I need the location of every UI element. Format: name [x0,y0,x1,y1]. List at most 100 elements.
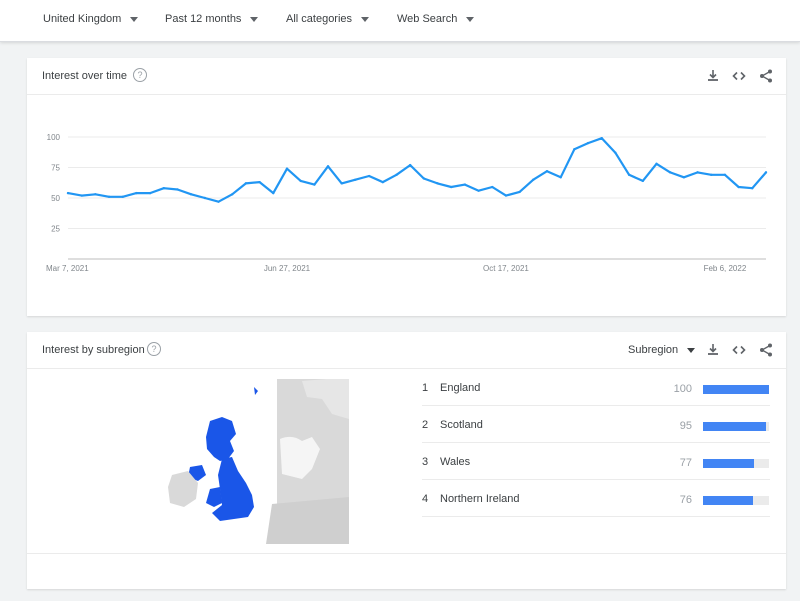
data-point [340,182,343,185]
download-icon[interactable] [705,68,721,84]
subregion-bar [703,459,754,468]
data-point [532,178,535,181]
data-point [135,191,138,195]
data-point [422,177,426,180]
resolution-select[interactable]: Subregion [628,344,696,356]
data-point [176,188,179,191]
data-point [408,163,412,167]
map-region-scotland [206,417,236,461]
help-icon[interactable]: ? [133,68,147,82]
map-region-wales [206,487,222,507]
data-point [764,171,768,174]
interest-over-time-title: Interest over time [42,70,127,82]
search-type-filter[interactable]: Web Search [397,13,475,25]
interest-over-time-card: Interest over time ? 25 50 75 100 Mar 7, 202… [27,58,786,316]
card-header: Interest by subregion ? Subregion [27,332,786,369]
data-point [627,173,631,177]
data-point [148,191,152,195]
y-tick-label: 25 [51,225,60,234]
data-point [559,176,562,179]
interest-line-chart: 25 50 75 100 Mar 7, 2021 Jun 27, 2021 Oct 17, … [46,133,768,273]
data-point [723,173,727,177]
category-filter[interactable]: All categories [286,13,370,25]
data-point [217,200,220,203]
subregion-bar-track [703,459,769,468]
help-icon[interactable]: ? [147,342,161,356]
data-point [395,173,398,177]
data-point [367,174,371,178]
data-point [272,191,275,195]
data-point [299,179,302,183]
subregion-bar [703,422,766,431]
subregion-row[interactable]: 3 Wales 77 [422,443,770,480]
interest-by-subregion-card: Interest by subregion ? Subregion 1 Engla… [27,332,786,589]
data-point [107,195,111,198]
embed-icon[interactable] [731,342,747,358]
data-point [80,194,83,197]
card-footer-divider [27,553,786,554]
data-point [751,187,754,190]
subregion-value: 76 [679,494,692,506]
subregion-bar-track [703,385,769,394]
chevron-down-icon [687,347,696,353]
data-point [696,171,699,174]
data-point [477,189,480,192]
subregion-rank: 2 [422,419,429,431]
subregion-rank: 1 [422,382,429,394]
data-point [162,187,166,190]
map-north-sea [280,436,320,479]
data-point [326,165,330,168]
chevron-down-icon [130,16,139,22]
data-point [463,183,467,186]
series-line[interactable] [67,137,767,203]
data-point [491,185,494,189]
interest-by-subregion-title: Interest by subregion [42,344,145,356]
period-filter[interactable]: Past 12 months [165,13,259,25]
data-point [614,151,617,155]
subregion-name: Scotland [440,419,483,431]
x-tick-label: Jun 27, 2021 [264,264,311,273]
map-ireland [168,471,198,507]
subregion-value: 95 [679,420,692,432]
chevron-down-icon [466,16,475,22]
data-point [121,195,124,198]
uk-subregion-map[interactable] [162,379,350,544]
share-icon[interactable] [758,342,774,358]
data-point [381,180,384,184]
data-point [668,171,672,174]
subregion-bar-track [703,422,769,431]
subregion-name: Wales [440,456,471,468]
filter-bar: United Kingdom Past 12 months All catego… [0,0,800,42]
period-filter-label: Past 12 months [165,13,242,25]
y-tick-label: 50 [51,194,60,203]
data-point [203,196,207,200]
subregion-row[interactable]: 4 Northern Ireland 76 [422,480,770,517]
data-point [682,176,686,179]
data-point [573,148,576,151]
subregion-row[interactable]: 2 Scotland 95 [422,406,770,443]
subregion-bar [703,496,754,505]
data-point [641,179,645,183]
chevron-down-icon [250,16,259,22]
x-tick-label: Oct 17, 2021 [483,264,529,273]
share-icon[interactable] [758,68,774,84]
card-header: Interest over time ? [27,58,786,95]
data-point [94,193,97,196]
data-point [285,167,289,170]
data-point [504,194,508,197]
y-tick-label: 100 [47,133,61,142]
embed-icon[interactable] [731,68,747,84]
region-filter[interactable]: United Kingdom [43,13,139,25]
data-point [737,185,740,189]
subregion-rank: 3 [422,456,429,468]
resolution-select-label: Subregion [628,344,679,356]
download-icon[interactable] [705,342,721,358]
subregion-value: 100 [673,383,692,395]
data-point [710,173,713,177]
subregion-name: Northern Ireland [440,493,520,505]
data-point [258,180,261,184]
subregion-bar [703,385,769,394]
data-point [655,162,658,166]
subregion-row[interactable]: 1 England 100 [422,369,770,406]
data-point [231,193,234,196]
